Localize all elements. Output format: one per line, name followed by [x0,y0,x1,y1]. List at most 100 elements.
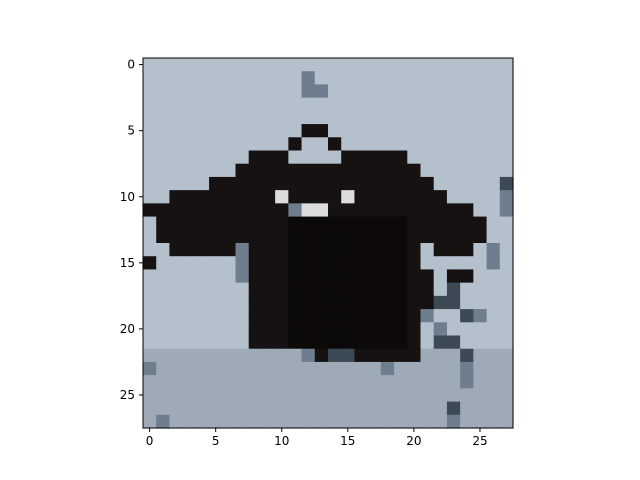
image-pixel [341,203,356,218]
image-pixel [195,269,210,284]
image-pixel [301,97,316,112]
image-pixel [460,150,474,165]
image-pixel [288,348,303,363]
image-pixel [169,190,184,204]
image-pixel [433,163,448,178]
image-pixel [248,335,263,350]
image-pixel [288,97,303,112]
image-pixel [446,295,461,310]
image-pixel [407,150,422,165]
image-pixel [446,176,461,191]
image-pixel [248,361,263,376]
image-pixel [446,282,461,297]
image-pixel [235,243,250,257]
image-pixel [195,322,210,337]
image-pixel [433,71,448,86]
image-pixel [433,322,448,337]
image-pixel [182,309,197,323]
image-pixel [169,269,184,284]
image-pixel [420,97,435,112]
image-pixel [314,414,329,429]
image-pixel [473,71,488,86]
image-pixel [380,97,395,112]
image-pixel [407,361,422,376]
image-pixel [314,137,329,152]
image-pixel [222,361,237,376]
image-pixel [433,269,448,284]
image-pixel [301,84,316,99]
image-pixel [248,110,263,125]
image-pixel [248,229,263,244]
image-pixel [367,335,382,350]
image-pixel [433,309,448,323]
image-pixel [394,150,408,165]
image-pixel [446,84,461,99]
image-pixel [195,295,210,310]
image-pixel [301,176,316,191]
image-pixel [341,269,356,284]
image-pixel [195,163,210,178]
image-pixel [394,243,408,257]
image-pixel [288,176,303,191]
image-pixel [394,137,408,152]
image-pixel [446,361,461,376]
image-pixel [499,176,514,191]
image-pixel [473,243,488,257]
image-pixel [195,124,210,138]
image-pixel [407,229,422,244]
image-pixel [235,190,250,204]
image-pixel [380,124,395,138]
image-pixel [156,243,171,257]
image-pixel [499,256,514,271]
image-pixel [235,388,250,403]
image-pixel [446,216,461,231]
image-pixel [301,71,316,86]
image-pixel [275,71,289,86]
image-pixel [460,322,474,337]
image-pixel [499,216,514,231]
image-pixel [222,203,237,218]
image-pixel [420,229,435,244]
image-pixel [380,150,395,165]
image-pixel [156,124,171,138]
image-pixel [354,388,369,403]
image-pixel [328,190,342,204]
image-pixel [248,295,263,310]
image-pixel [394,97,408,112]
image-pixel [301,110,316,125]
image-pixel [275,58,289,72]
image-pixel [433,282,448,297]
y-axis-ticks: 0 5 10 15 20 25 [120,58,143,402]
image-pixel [222,110,237,125]
image-pixel [473,375,488,389]
image-pixel [407,71,422,86]
image-pixel [367,361,382,376]
image-pixel [407,163,422,178]
image-pixel [499,84,514,99]
image-pixel [380,216,395,231]
image-pixel [486,110,501,125]
x-tick-label: 15 [340,434,355,448]
image-pixel [341,322,356,337]
image-pixel [341,110,356,125]
image-pixel [195,71,210,86]
image-pixel [394,388,408,403]
image-pixel [248,84,263,99]
image-pixel [288,216,303,231]
image-pixel [354,335,369,350]
image-pixel [235,137,250,152]
image-pixel [182,97,197,112]
image-pixel [433,243,448,257]
image-pixel [156,361,171,376]
image-pixel [460,335,474,350]
image-pixel [209,269,223,284]
image-pixel [182,269,197,284]
image-pixel [499,348,514,363]
image-pixel [420,110,435,125]
image-pixel [169,335,184,350]
image-pixel [499,375,514,389]
image-pixel [288,124,303,138]
image-pixel [486,84,501,99]
image-pixel [209,256,223,271]
image-pixel [380,295,395,310]
